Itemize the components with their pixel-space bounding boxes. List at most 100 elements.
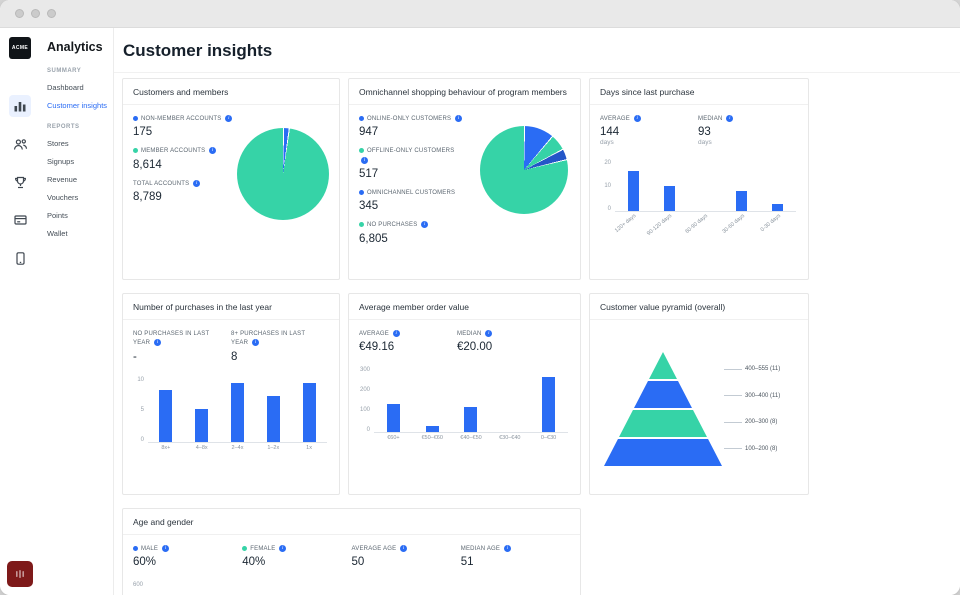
stat-median-age: MEDIAN AGE i 51 (461, 545, 570, 568)
card-days-since-last-purchase: Days since last purchase AVERAGE i 144 d… (589, 78, 809, 280)
legend-label: OFFLINE-ONLY CUSTOMERS (367, 148, 455, 155)
legend-value: 6,805 (359, 232, 388, 245)
sidebar-item-dashboard[interactable]: Dashboard (47, 82, 84, 92)
card-title: Number of purchases in the last year (123, 294, 339, 320)
legend-item: NON-MEMBER ACCOUNTS i 175 (133, 115, 237, 138)
stats-row: AVERAGE i €49.16 MEDIAN i €20.00 (349, 320, 580, 353)
cards-grid: Customers and members NON-MEMBER ACCOUNT… (114, 73, 960, 595)
info-icon[interactable]: i (633, 115, 641, 122)
mobile-icon[interactable] (9, 247, 31, 269)
card-title: Omnichannel shopping behaviour of progra… (349, 79, 580, 105)
card-purchases-last-year: Number of purchases in the last year NO … (122, 293, 340, 495)
legend-item: ONLINE-ONLY CUSTOMERS i 947 (359, 115, 463, 138)
info-icon[interactable]: i (400, 545, 408, 552)
stat-average: AVERAGE i 144 days (600, 115, 698, 146)
card-omnichannel-behaviour: Omnichannel shopping behaviour of progra… (348, 78, 581, 280)
acme-logo: ACME (9, 37, 31, 59)
window-titlebar (0, 0, 960, 28)
legend-label: TOTAL ACCOUNTS (133, 180, 190, 187)
window-close-dot-icon[interactable] (15, 9, 24, 18)
stats-row: MALE i 60% FEMALE i 40% AVERAGE AGE i 50 (123, 535, 580, 568)
card-title: Age and gender (123, 509, 580, 535)
stats-row: NO PURCHASES IN LAST YEAR i - 8+ PURCHAS… (123, 320, 339, 363)
omnichannel-pie-chart (480, 126, 568, 214)
card-terminal-icon[interactable] (9, 209, 31, 231)
trophy-icon[interactable] (9, 171, 31, 193)
stat-average-age: AVERAGE AGE i 50 (352, 545, 461, 568)
pyramid-shape (604, 352, 722, 466)
info-icon[interactable]: i (154, 339, 162, 347)
sidebar-item-vouchers[interactable]: Vouchers (47, 192, 79, 202)
info-icon[interactable]: i (193, 179, 201, 187)
bottom-left-app-icon[interactable] (7, 561, 33, 587)
sidebar-item-customer-insights[interactable]: Customer insights (47, 100, 108, 110)
sidebar-item-wallet[interactable]: Wallet (47, 228, 68, 238)
stat-median: MEDIAN i €20.00 (457, 330, 493, 354)
info-icon[interactable]: i (162, 545, 170, 552)
sidebar-item-signups[interactable]: Signups (47, 156, 75, 166)
window-maximize-dot-icon[interactable] (47, 9, 56, 18)
info-icon[interactable]: i (392, 330, 400, 337)
legend-value: 345 (359, 200, 379, 213)
legend-value: 8,614 (133, 158, 162, 171)
legend-value: 8,789 (133, 191, 162, 204)
info-icon[interactable]: i (455, 115, 463, 122)
sidebar: Analytics SUMMARY Dashboard Customer ins… (40, 28, 113, 595)
card-title: Customer value pyramid (overall) (590, 294, 808, 320)
legend-dot-icon (359, 148, 364, 154)
page-header: Customer insights (114, 28, 960, 73)
legend-item: NO PURCHASES i 6,805 (359, 221, 463, 245)
stat-female: FEMALE i 40% (242, 545, 351, 568)
app-body: ACME (0, 28, 960, 595)
main-content: Customer insights Customers and members … (113, 28, 960, 595)
sidebar-section-reports: REPORTS (47, 124, 80, 130)
legend-dot-icon (133, 546, 138, 551)
icon-nav (9, 95, 31, 269)
legend-value: 175 (133, 126, 153, 139)
stat-8plus-purchases: 8+ PURCHASES IN LAST YEAR i 8 (231, 331, 306, 363)
info-icon[interactable]: i (485, 330, 493, 337)
sidebar-section-summary: SUMMARY (47, 68, 82, 74)
card-customer-value-pyramid: Customer value pyramid (overall) 400–555… (589, 293, 809, 495)
legend-dot-icon (359, 116, 364, 121)
customer-value-pyramid-chart: 400–555 (11) 300–400 (11) 200–300 (8) 100–2… (590, 320, 808, 494)
legend: ONLINE-ONLY CUSTOMERS i 947 OFFLINE-ONLY… (359, 115, 463, 269)
sidebar-item-points[interactable]: Points (47, 210, 68, 220)
card-age-and-gender: Age and gender MALE i 60% FEMALE i 40% A… (122, 508, 581, 595)
purchases-last-year-bar-chart: 10 5 0 8x+ 4–8x 2–4x 1–2x 1x (133, 377, 327, 451)
icon-sidebar: ACME (0, 28, 40, 595)
info-icon[interactable]: i (209, 147, 217, 155)
legend-label: NON-MEMBER ACCOUNTS (141, 116, 222, 123)
stat-no-purchases: NO PURCHASES IN LAST YEAR i - (133, 331, 210, 363)
bar-chart-icon[interactable] (9, 95, 31, 117)
legend-item: TOTAL ACCOUNTS i 8,789 (133, 179, 237, 204)
customers-members-pie-chart (237, 128, 329, 220)
customers-icon[interactable] (9, 133, 31, 155)
legend-label: ONLINE-ONLY CUSTOMERS (367, 116, 452, 123)
stat-male: MALE i 60% (133, 545, 242, 568)
info-icon[interactable]: i (726, 115, 734, 122)
sidebar-item-stores[interactable]: Stores (47, 138, 69, 148)
info-icon[interactable]: i (225, 115, 233, 122)
legend-dot-icon (133, 116, 138, 121)
info-icon[interactable]: i (503, 545, 511, 552)
info-icon[interactable]: i (252, 339, 260, 347)
legend: NON-MEMBER ACCOUNTS i 175 MEMBER ACCOUNT… (133, 115, 237, 269)
legend-label: OMNICHANNEL CUSTOMERS (367, 190, 456, 197)
card-title: Average member order value (349, 294, 580, 320)
legend-item: MEMBER ACCOUNTS i 8,614 (133, 147, 237, 171)
sidebar-item-revenue[interactable]: Revenue (47, 174, 78, 184)
pyramid-labels: 400–555 (11) 300–400 (11) 200–300 (8) 100–2… (724, 356, 798, 462)
info-icon[interactable]: i (279, 545, 287, 552)
info-icon[interactable]: i (361, 156, 368, 164)
legend-label: MEMBER ACCOUNTS (141, 148, 206, 155)
card-title: Customers and members (123, 79, 339, 105)
legend-item: OFFLINE-ONLY CUSTOMERS i 517 (359, 147, 463, 180)
window-minimize-dot-icon[interactable] (31, 9, 40, 18)
legend-label: NO PURCHASES (367, 222, 418, 229)
legend-dot-icon (359, 222, 364, 228)
legend-dot-icon (242, 546, 248, 551)
card-customers-and-members: Customers and members NON-MEMBER ACCOUNT… (122, 78, 340, 280)
average-order-value-bar-chart: 300 200 100 0 €60+ €50–€60 €40–€50 €30–€40 0–€30 (359, 367, 568, 441)
info-icon[interactable]: i (421, 221, 429, 229)
